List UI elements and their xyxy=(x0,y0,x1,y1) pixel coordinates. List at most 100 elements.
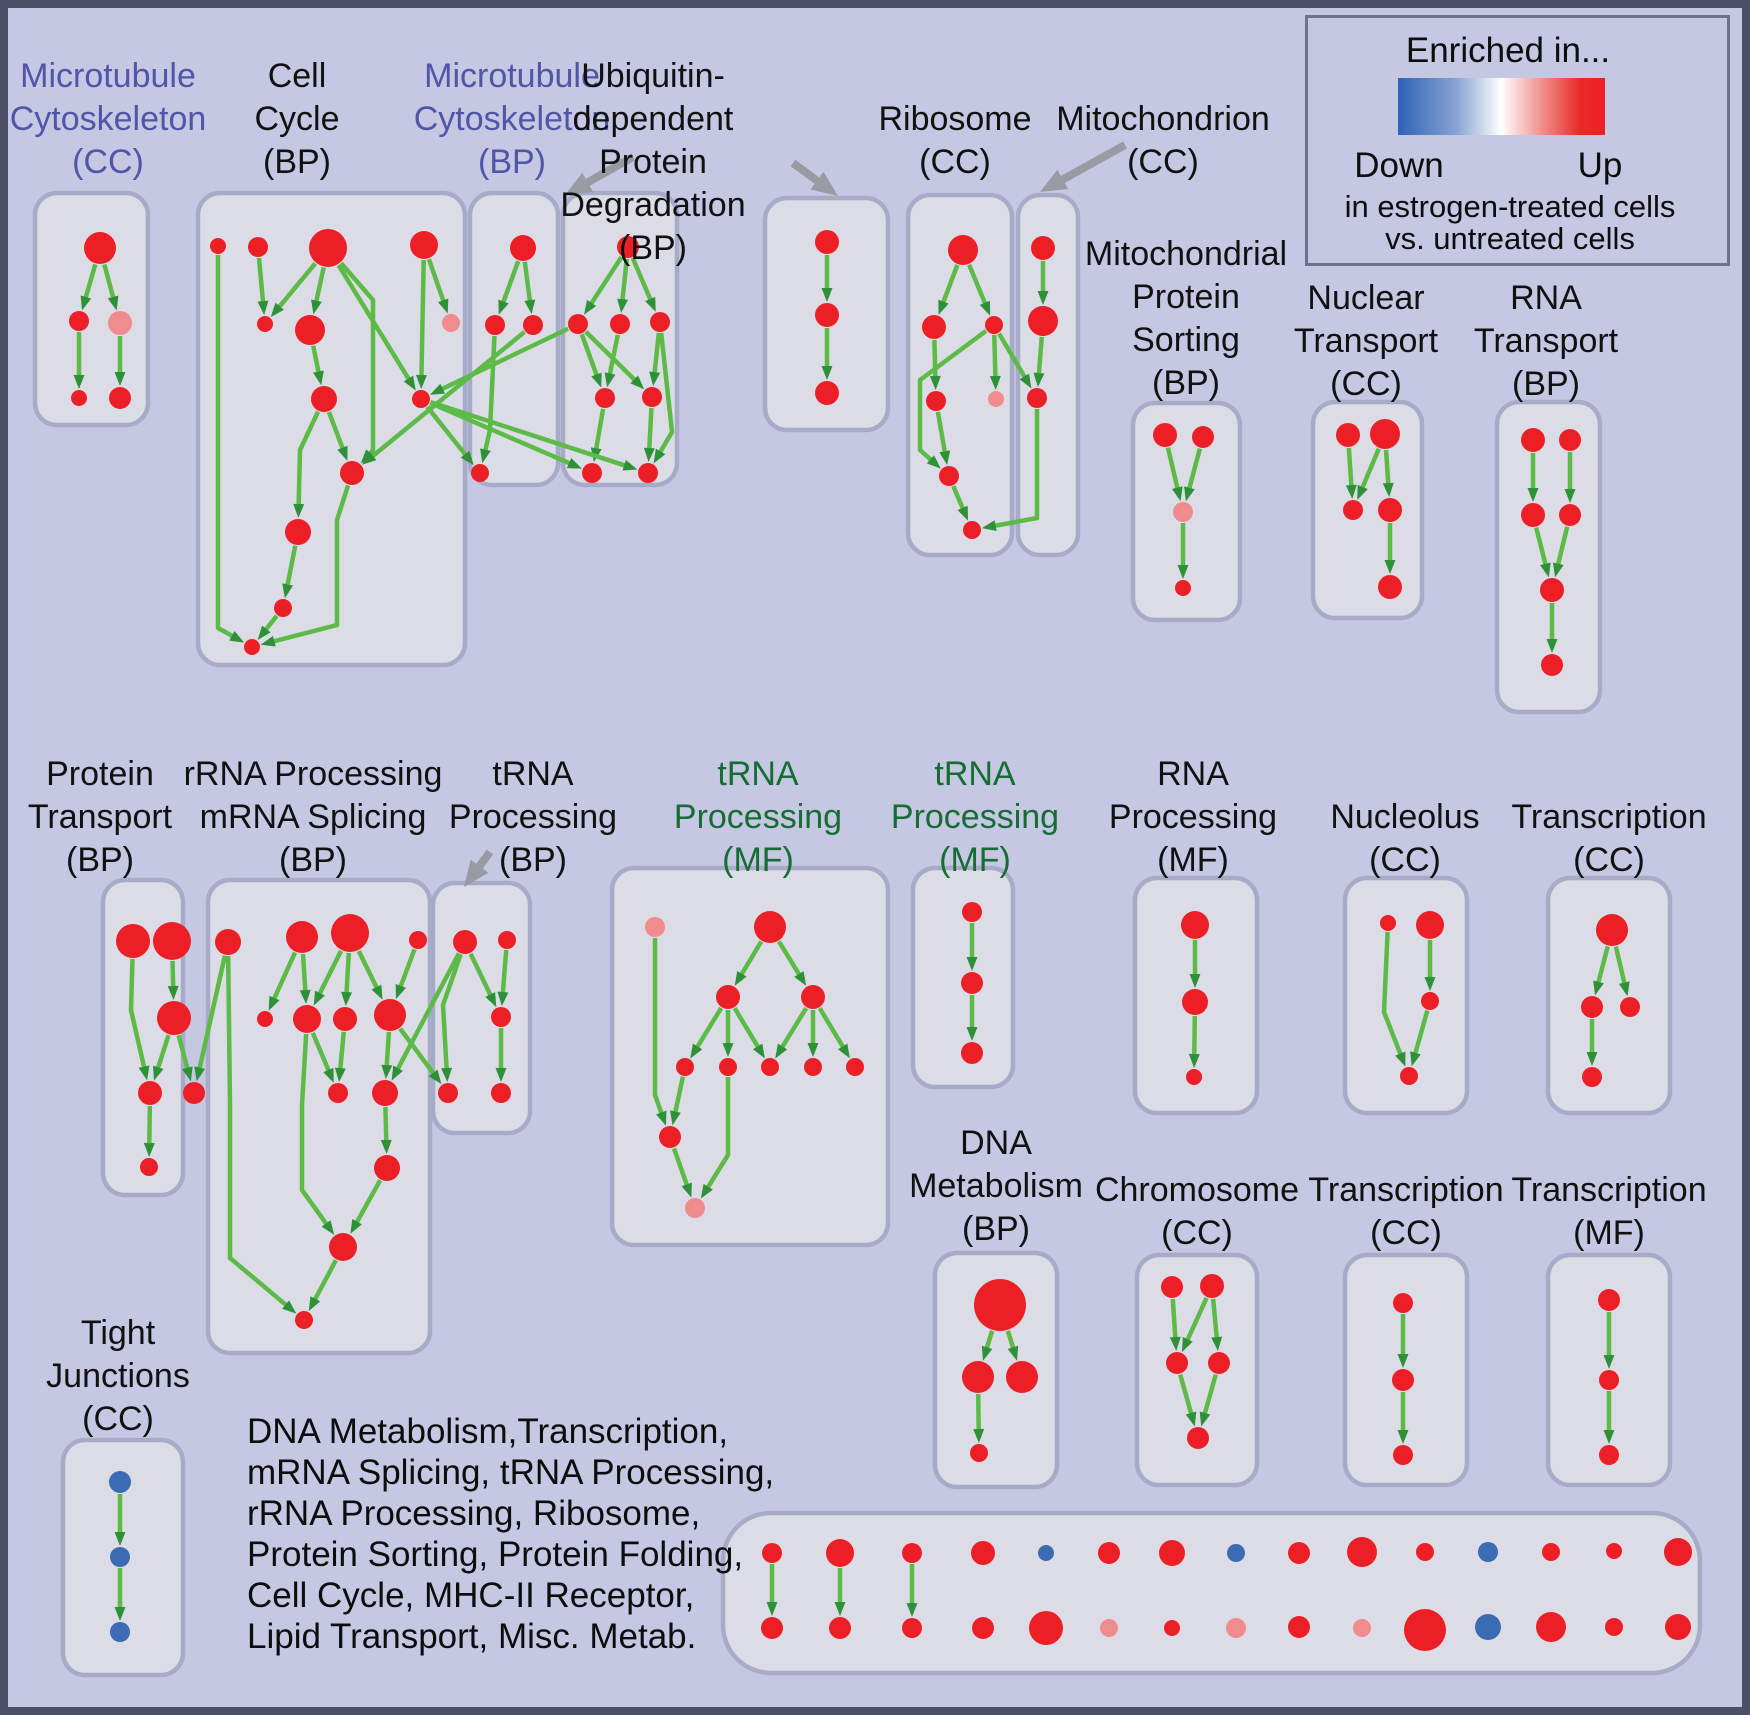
gene-node-protein-transport-5 xyxy=(140,1158,158,1176)
edge-line xyxy=(737,940,764,980)
label-mitochondrial-protein-sorting: Mitochondrial Protein Sorting (BP) xyxy=(1085,233,1287,405)
gene-node-microtubule-cc-3 xyxy=(71,390,87,406)
label-line: RNA xyxy=(1157,755,1229,793)
gene-node-protein-transport-0 xyxy=(116,924,150,958)
edge-line xyxy=(1411,1010,1430,1059)
edge-line xyxy=(652,938,666,1118)
legend-down-label: Down xyxy=(1354,146,1444,185)
gene-node-protein-transport-3 xyxy=(138,1081,162,1105)
label-line: Transport xyxy=(1293,322,1439,360)
edge-arrowhead xyxy=(966,957,978,971)
edge-arrowhead xyxy=(1199,1411,1211,1427)
gene-node-rrna-processing-5 xyxy=(293,1005,321,1033)
gene-node-trna-processing-bp-4 xyxy=(491,1083,511,1103)
edge-line xyxy=(935,411,948,457)
edge-arrowhead xyxy=(1033,372,1045,388)
gene-node-microtubule-bp-3 xyxy=(471,464,489,482)
label-line: (CC) xyxy=(1369,841,1441,879)
edge-line xyxy=(656,332,675,457)
label-line: Microtubule xyxy=(20,57,196,95)
edge-line xyxy=(1183,1296,1209,1345)
gene-node-transcription-cc-1-3 xyxy=(1582,1067,1602,1087)
gene-node-rna-transport-2 xyxy=(1521,503,1545,527)
edge-arrowhead xyxy=(485,992,497,1008)
edge-arrowhead xyxy=(114,1532,126,1546)
edge-line xyxy=(499,260,521,307)
gene-node-ribosome-5 xyxy=(939,466,959,486)
edge-arrowhead xyxy=(341,991,353,1007)
label-nuclear-transport: Nuclear Transport (CC) xyxy=(1294,277,1438,406)
gene-node-cell-cycle-5 xyxy=(295,315,325,345)
label-line: Ribosome xyxy=(878,100,1032,138)
edge-line xyxy=(778,1006,809,1052)
edge-line xyxy=(593,408,606,454)
edge-line xyxy=(284,545,298,590)
edge-line xyxy=(1185,448,1203,494)
label-line: (CC) xyxy=(1370,1214,1442,1252)
edge-arrowhead xyxy=(1184,486,1195,502)
gene-node-ubiquitin-network-1 xyxy=(568,314,588,334)
edge-line xyxy=(215,255,238,641)
gene-node-dna-metabolism-3 xyxy=(970,1444,988,1462)
edge-arrowhead xyxy=(181,1066,193,1082)
edge-arrowhead xyxy=(989,375,1001,391)
edge-line xyxy=(693,1006,724,1052)
gene-node-trna-processing-mf-1-3 xyxy=(801,985,825,1009)
label-line: Junctions xyxy=(46,1357,190,1395)
edge-line xyxy=(352,1179,383,1228)
edge-line xyxy=(939,264,960,308)
label-line: Processing xyxy=(448,798,618,836)
edge-arrowhead xyxy=(926,455,941,469)
label-line: Sorting xyxy=(1132,321,1240,359)
gene-node-cell-cycle-3 xyxy=(410,231,438,259)
gene-node-mitochondrial-protein-sorting-1 xyxy=(1192,426,1214,448)
box-nuclear-transport xyxy=(1310,399,1425,621)
edge-arrowhead xyxy=(1169,1336,1181,1352)
edge-arrowhead xyxy=(1397,1430,1409,1444)
gene-node-ubiquitin-network-6 xyxy=(582,463,602,483)
edge-arrowhead xyxy=(334,1067,346,1083)
box-trna-processing-mf-1 xyxy=(609,865,891,1248)
label-line: dependent xyxy=(572,100,734,138)
label-line: (CC) xyxy=(1127,143,1199,181)
edge-arrowhead xyxy=(630,375,645,390)
edge-arrowhead xyxy=(670,1110,681,1126)
edge-line xyxy=(1383,449,1391,489)
gene-node-protein-transport-4 xyxy=(183,1082,205,1104)
edge-line xyxy=(337,1031,347,1074)
edge-line xyxy=(299,1033,331,1229)
gene-node-rrna-processing-0 xyxy=(215,929,241,955)
gene-node-cell-cycle-0 xyxy=(210,238,226,254)
edge-arrowhead xyxy=(441,1067,453,1083)
legend-subtitle-2: vs. untreated cells xyxy=(1385,221,1635,256)
gene-node-shared-terms-15 xyxy=(761,1617,783,1639)
callout-arrow-shaft xyxy=(580,153,635,189)
legend-gradient-bar xyxy=(1398,78,1605,135)
gene-node-shared-terms-22 xyxy=(1226,1618,1246,1638)
gene-node-microtubule-cc-0 xyxy=(84,232,116,264)
edge-line xyxy=(82,263,98,303)
edge-arrowhead xyxy=(906,1603,918,1617)
text-line: rRNA Processing, Ribosome, xyxy=(247,1494,701,1533)
gene-node-trna-processing-bp-2 xyxy=(491,1007,511,1027)
edge-arrowhead xyxy=(282,1300,297,1314)
label-ribosome: Ribosome (CC) xyxy=(878,98,1031,184)
label-line: Degradation xyxy=(560,186,746,224)
edge-arrowhead xyxy=(966,1027,978,1041)
label-line: RNA xyxy=(1510,279,1582,317)
edge-arrowhead xyxy=(371,984,383,1000)
edge-line xyxy=(776,940,804,980)
gene-node-rrna-processing-7 xyxy=(374,999,406,1031)
label-microtubule-bp: Microtubule Cytoskeleton (BP) xyxy=(414,55,611,184)
gene-node-shared-terms-17 xyxy=(902,1618,922,1638)
label-line: (CC) xyxy=(919,143,991,181)
edge-arrowhead xyxy=(460,450,474,466)
text-line: mRNA Splicing, tRNA Processing, xyxy=(247,1453,775,1492)
edge-line xyxy=(1381,931,1405,1060)
edge-line xyxy=(440,953,463,1074)
gene-node-rna-transport-3 xyxy=(1559,504,1581,526)
gene-node-ubiquitin-network-7 xyxy=(638,463,658,483)
label-line: Transport xyxy=(27,798,173,836)
gene-node-trna-processing-mf-2-0 xyxy=(962,902,982,922)
edge-arrowhead xyxy=(1211,1336,1223,1352)
